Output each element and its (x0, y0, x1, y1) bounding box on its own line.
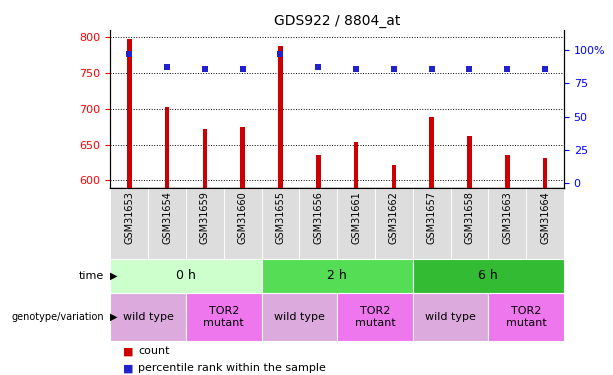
Text: 2 h: 2 h (327, 269, 347, 282)
Text: 0 h: 0 h (176, 269, 196, 282)
Text: GSM31653: GSM31653 (124, 191, 134, 244)
Text: ▶: ▶ (110, 312, 117, 322)
Bar (354, 142, 359, 188)
Bar (262, 259, 413, 292)
Text: GSM31663: GSM31663 (502, 191, 512, 244)
Text: genotype/variation: genotype/variation (12, 312, 104, 322)
Text: TOR2
mutant: TOR2 mutant (354, 306, 395, 328)
Point (351, 66, 361, 72)
Bar (202, 129, 207, 188)
Point (162, 64, 172, 70)
Bar (262, 292, 337, 341)
Bar (224, 188, 262, 259)
Point (276, 51, 286, 57)
Bar (392, 165, 396, 188)
Bar (278, 46, 283, 188)
Bar (337, 188, 375, 259)
Bar (165, 107, 169, 188)
Text: GSM31657: GSM31657 (427, 191, 436, 244)
Bar (110, 259, 262, 292)
Point (238, 66, 248, 72)
Bar (526, 188, 564, 259)
Bar (489, 188, 526, 259)
Bar (467, 136, 472, 188)
Bar (316, 155, 321, 188)
Point (389, 66, 398, 72)
Text: TOR2
mutant: TOR2 mutant (506, 306, 547, 328)
Bar (110, 188, 148, 259)
Bar (337, 292, 413, 341)
Text: wild type: wild type (123, 312, 173, 322)
Bar (451, 188, 489, 259)
Text: GSM31659: GSM31659 (200, 191, 210, 244)
Text: GSM31655: GSM31655 (275, 191, 286, 244)
Point (200, 66, 210, 72)
Text: TOR2
mutant: TOR2 mutant (204, 306, 244, 328)
Text: percentile rank within the sample: percentile rank within the sample (138, 363, 326, 373)
Bar (240, 127, 245, 188)
Point (313, 64, 323, 70)
Text: GSM31661: GSM31661 (351, 191, 361, 244)
Text: GSM31660: GSM31660 (238, 191, 248, 244)
Bar (413, 292, 489, 341)
Text: ■: ■ (123, 346, 133, 356)
Point (427, 66, 436, 72)
Text: 6 h: 6 h (479, 269, 498, 282)
Text: ▶: ▶ (110, 271, 117, 280)
Text: count: count (138, 346, 169, 356)
Text: GSM31662: GSM31662 (389, 191, 399, 244)
Bar (413, 259, 564, 292)
Point (540, 66, 550, 72)
Point (465, 66, 474, 72)
Text: wild type: wild type (274, 312, 325, 322)
Text: GSM31664: GSM31664 (540, 191, 550, 244)
Bar (262, 188, 299, 259)
Text: GSM31658: GSM31658 (465, 191, 474, 244)
Text: GSM31654: GSM31654 (162, 191, 172, 244)
Bar (148, 188, 186, 259)
Bar (543, 158, 547, 188)
Bar (375, 188, 413, 259)
Bar (489, 292, 564, 341)
Bar (127, 39, 132, 188)
Point (502, 66, 512, 72)
Bar (186, 292, 262, 341)
Text: time: time (79, 271, 104, 280)
Bar (429, 117, 434, 188)
Text: GSM31656: GSM31656 (313, 191, 323, 244)
Title: GDS922 / 8804_at: GDS922 / 8804_at (274, 13, 400, 28)
Text: ■: ■ (123, 363, 133, 373)
Bar (299, 188, 337, 259)
Bar (505, 155, 509, 188)
Text: wild type: wild type (425, 312, 476, 322)
Bar (413, 188, 451, 259)
Point (124, 51, 134, 57)
Bar (110, 292, 186, 341)
Bar (186, 188, 224, 259)
